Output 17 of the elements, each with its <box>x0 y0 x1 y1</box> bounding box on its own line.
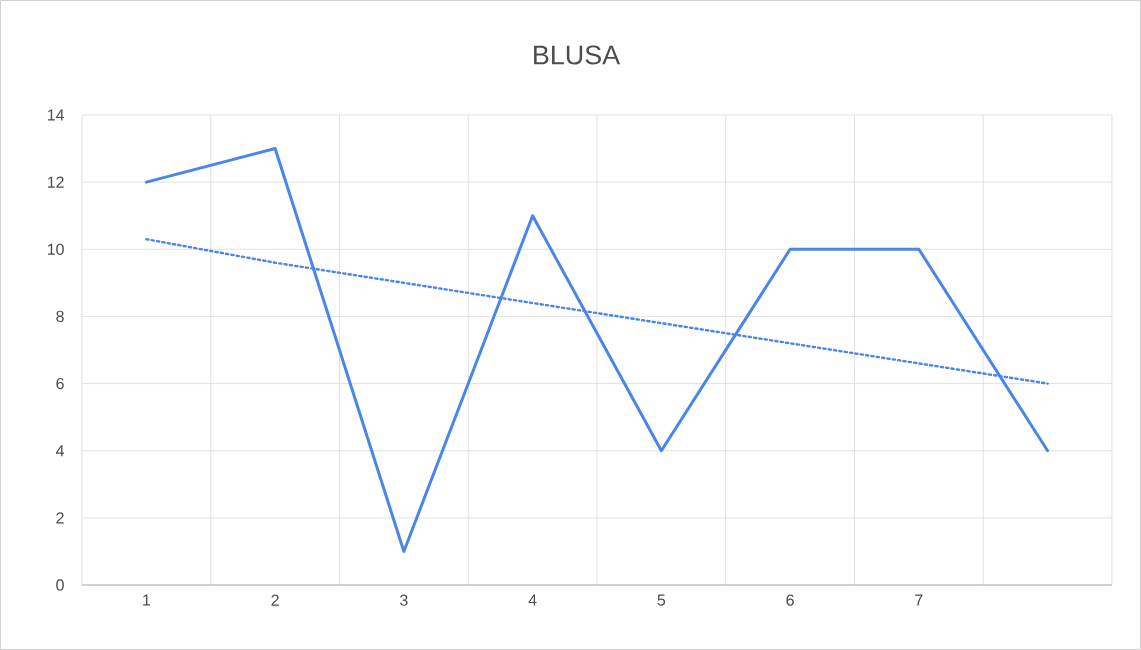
x-tick-label: 2 <box>271 594 279 606</box>
y-tick-label: 4 <box>55 445 65 457</box>
x-tick-label: 7 <box>915 594 923 606</box>
x-tick-label: 1 <box>143 594 151 606</box>
x-tick-label: 4 <box>528 594 537 606</box>
y-tick-label: 10 <box>47 243 64 255</box>
chart-title: BLUSA <box>534 45 621 65</box>
x-tick-label: 5 <box>657 594 666 606</box>
x-tick-label: 3 <box>400 594 408 606</box>
y-tick-label: 0 <box>56 579 64 591</box>
line-series <box>144 147 1050 553</box>
y-tick-label: 2 <box>56 512 64 524</box>
y-tick-label: 6 <box>56 377 64 390</box>
y-tick-label: 8 <box>56 310 64 323</box>
y-tick-label: 14 <box>47 109 64 121</box>
y-tick-label: 12 <box>47 176 64 188</box>
x-tick-label: 6 <box>786 594 794 606</box>
